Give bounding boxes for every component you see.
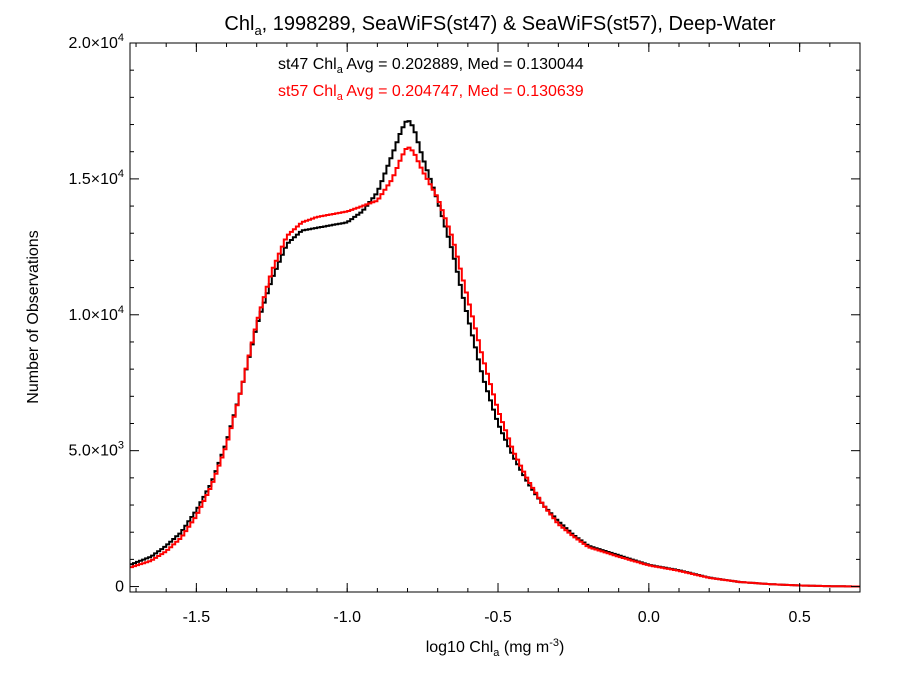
series-st47-line: [130, 120, 860, 588]
series-st57-line: [130, 146, 860, 588]
x-tick-label: 0.0: [638, 609, 660, 626]
x-tick-label: -1.5: [183, 609, 211, 626]
y-tick-label: 0: [115, 579, 124, 596]
x-tick-label: -1.0: [333, 609, 361, 626]
y-axis-label: Number of Observations: [25, 230, 42, 403]
plot-frame: [129, 42, 861, 593]
annotation-st57: st57 Chla Avg = 0.204747, Med = 0.130639: [278, 83, 584, 103]
tick-layer: -1.5 -1.0 -0.5 0.0 0.5 0 5.0×103 1.0×104 1.5×104…: [68, 32, 861, 626]
y-tick-label: 2.0×104: [68, 32, 124, 52]
y-tick-label: 5.0×103: [68, 440, 124, 460]
annotation-st47: st47 Chla Avg = 0.202889, Med = 0.130044: [278, 56, 584, 76]
chart-title: Chla, 1998289, SeaWiFS(st47) & SeaWiFS(s…: [224, 13, 775, 38]
y-tick-label: 1.0×104: [68, 304, 124, 324]
x-tick-label: 0.5: [789, 609, 811, 626]
x-tick-label: -0.5: [484, 609, 512, 626]
series-layer: [130, 120, 860, 588]
y-tick-label: 1.5×104: [68, 168, 124, 188]
x-axis-label: log10 Chla (mg m-3): [426, 637, 565, 659]
